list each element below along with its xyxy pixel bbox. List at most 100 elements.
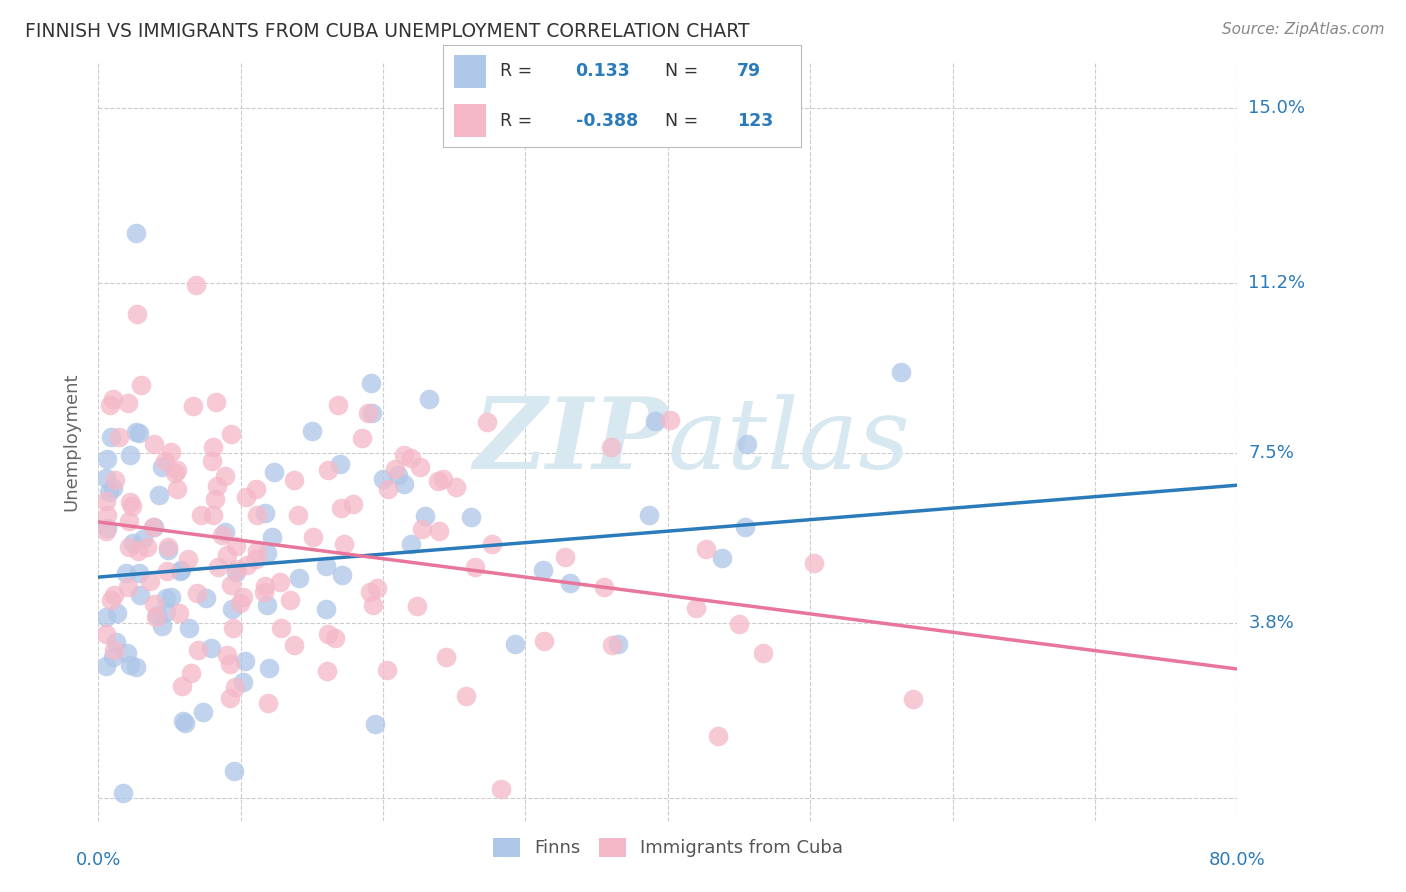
Point <box>245 483 267 497</box>
Point <box>136 540 159 554</box>
Point <box>446 480 468 494</box>
Point <box>118 658 141 673</box>
Point <box>270 621 292 635</box>
Point <box>392 448 415 462</box>
Point <box>155 591 177 605</box>
Point <box>214 524 236 539</box>
Point <box>201 454 224 468</box>
Point <box>128 588 150 602</box>
Point <box>332 537 354 551</box>
Point <box>94 471 117 485</box>
Point <box>357 406 380 420</box>
Point <box>460 510 482 524</box>
Point <box>167 606 190 620</box>
Point <box>533 633 555 648</box>
Text: 80.0%: 80.0% <box>1209 851 1265 869</box>
Point <box>118 448 141 462</box>
Point <box>375 664 398 678</box>
Point <box>323 632 346 646</box>
Point <box>142 520 165 534</box>
Point <box>269 574 291 589</box>
Point <box>330 568 353 582</box>
Point <box>427 474 450 488</box>
Point <box>121 499 143 513</box>
Point <box>131 533 153 547</box>
Point <box>361 406 384 420</box>
Point <box>103 642 125 657</box>
Point <box>117 396 139 410</box>
Point <box>219 577 242 591</box>
Point <box>411 522 433 536</box>
Point <box>233 654 256 668</box>
Point <box>124 226 146 240</box>
Point <box>166 463 188 477</box>
Point <box>889 366 911 380</box>
Point <box>143 437 166 451</box>
Point <box>100 430 122 444</box>
Point <box>659 413 682 427</box>
Point <box>330 501 353 516</box>
Point <box>101 392 124 406</box>
Point <box>125 425 148 439</box>
Point <box>711 551 734 566</box>
Point <box>606 637 628 651</box>
Point <box>384 462 406 476</box>
Point <box>163 466 186 480</box>
Point <box>107 606 129 620</box>
Point <box>316 463 339 477</box>
Text: Source: ZipAtlas.com: Source: ZipAtlas.com <box>1222 22 1385 37</box>
FancyBboxPatch shape <box>454 55 486 87</box>
Point <box>98 484 121 499</box>
Point <box>257 661 280 675</box>
Point <box>903 691 925 706</box>
Point <box>181 400 204 414</box>
Point <box>101 650 124 665</box>
Point <box>191 705 214 719</box>
Point <box>187 643 209 657</box>
Point <box>707 730 730 744</box>
Point <box>174 715 197 730</box>
Point <box>685 601 707 615</box>
Point <box>160 591 183 605</box>
Point <box>600 638 623 652</box>
Point <box>172 714 194 729</box>
Point <box>252 585 274 599</box>
Point <box>328 398 350 412</box>
Point <box>94 493 117 508</box>
Point <box>125 660 148 674</box>
Point <box>222 621 245 635</box>
Point <box>283 638 305 652</box>
Point <box>503 637 526 651</box>
Point <box>253 579 276 593</box>
Point <box>329 457 352 471</box>
Text: 7.5%: 7.5% <box>1249 444 1295 462</box>
Point <box>301 424 323 438</box>
Point <box>179 621 201 635</box>
Point <box>104 635 127 649</box>
Point <box>644 414 666 428</box>
Point <box>169 563 191 577</box>
Point <box>352 431 374 445</box>
Point <box>434 650 457 665</box>
Point <box>155 605 177 619</box>
Point <box>246 508 269 522</box>
Point <box>399 451 422 466</box>
Point <box>94 658 117 673</box>
Point <box>399 537 422 551</box>
Point <box>201 440 224 454</box>
Point <box>236 558 259 573</box>
Point <box>392 477 415 491</box>
Point <box>560 575 582 590</box>
Point <box>108 430 131 444</box>
Point <box>94 524 117 538</box>
Point <box>413 509 436 524</box>
Point <box>153 454 176 468</box>
Point <box>100 593 122 607</box>
Text: 123: 123 <box>737 112 773 129</box>
Point <box>316 664 339 678</box>
Point <box>235 490 257 504</box>
FancyBboxPatch shape <box>454 104 486 137</box>
Point <box>98 398 121 412</box>
Point <box>263 465 285 479</box>
Point <box>432 472 454 486</box>
